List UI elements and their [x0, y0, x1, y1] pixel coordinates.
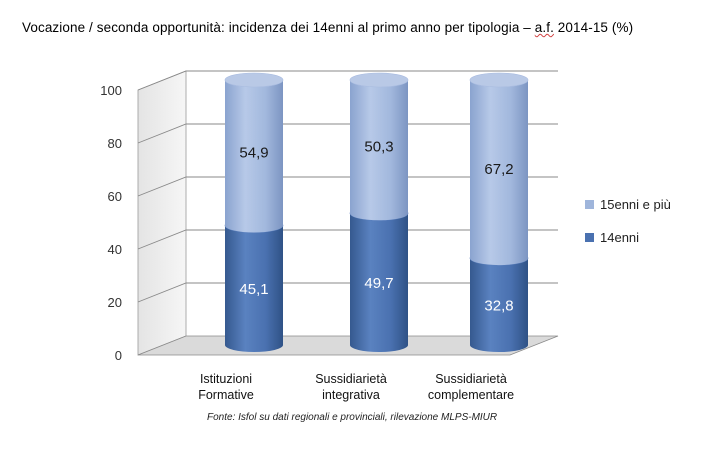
- legend-label: 15enni e più: [600, 197, 671, 212]
- data-label: 32,8: [484, 298, 513, 315]
- y-tick-label: 80: [108, 136, 122, 151]
- bar-segment-14enni: [350, 213, 408, 352]
- gridline: [137, 282, 558, 303]
- bar-segment-15enni-e-pi: [350, 80, 408, 221]
- x-tick-label: complementare: [428, 388, 514, 402]
- chart-title: Vocazione / seconda opportunità: inciden…: [22, 20, 634, 35]
- x-tick-label: Sussidiarietà: [315, 372, 387, 386]
- y-tick-label: 0: [115, 348, 122, 363]
- gridline: [137, 176, 558, 197]
- gridline: [137, 123, 558, 144]
- data-label: 49,7: [364, 275, 393, 292]
- bar-cap: [469, 72, 529, 88]
- gridline: [137, 70, 558, 91]
- bar-segment-14enni: [470, 258, 528, 352]
- x-tick-label: integrativa: [322, 388, 380, 402]
- data-label: 45,1: [239, 281, 268, 298]
- x-tick-label: Istituzioni: [200, 372, 252, 386]
- bar-segment-15enni-e-pi: [225, 80, 283, 233]
- y-tick-label: 100: [100, 83, 122, 98]
- bar-segment-14enni: [225, 225, 283, 352]
- data-label: 67,2: [484, 161, 513, 178]
- x-tick-label: Sussidiarietà: [435, 372, 507, 386]
- x-tick-label: Formative: [198, 388, 254, 402]
- y-tick-label: 40: [108, 242, 122, 257]
- source-note: Fonte: Isfol su dati regionali e provinc…: [207, 412, 498, 423]
- y-tick-label: 60: [108, 189, 122, 204]
- data-label: 54,9: [239, 145, 268, 162]
- gridline: [137, 229, 558, 250]
- y-tick-label: 20: [108, 295, 122, 310]
- legend-label: 14enni: [600, 230, 639, 245]
- legend-swatch: [585, 233, 594, 242]
- bar-cap: [349, 72, 409, 88]
- bar-cap: [224, 72, 284, 88]
- data-label: 50,3: [364, 139, 393, 156]
- legend-swatch: [585, 200, 594, 209]
- side-wall: [137, 70, 187, 356]
- bar-segment-15enni-e-pi: [469, 80, 528, 266]
